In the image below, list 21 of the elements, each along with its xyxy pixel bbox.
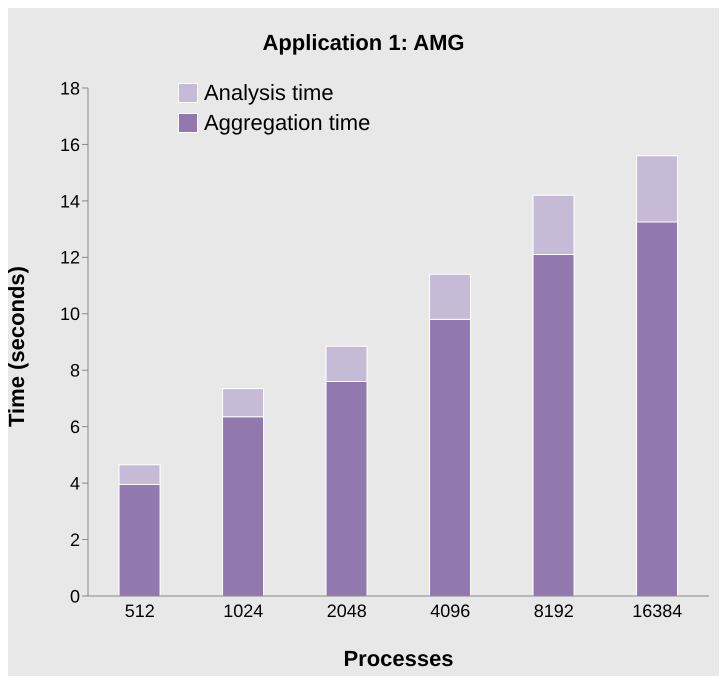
y-tick-label: 10 [60, 304, 80, 324]
x-tick-label: 4096 [430, 600, 470, 621]
y-tick-label: 0 [70, 586, 80, 606]
legend-label: Analysis time [204, 80, 334, 106]
y-axis-title: Time (seconds) [4, 266, 29, 427]
y-tick-label: 8 [70, 360, 80, 381]
y-tick-label: 2 [70, 530, 80, 550]
x-tick-label: 16384 [632, 600, 682, 621]
y-tick-label: 6 [70, 417, 80, 438]
x-tick-label: 2048 [326, 600, 367, 621]
legend-label: Aggregation time [204, 110, 370, 136]
x-tick-label: 1024 [223, 600, 264, 621]
x-tick-label: 8192 [534, 600, 574, 621]
y-tick-label: 4 [70, 474, 80, 494]
y-tick-label: 14 [60, 191, 80, 212]
y-tick-label: 16 [60, 134, 80, 155]
chart-title: Application 1: AMG [261, 29, 466, 57]
y-tick-label: 18 [60, 78, 80, 98]
x-axis-title: Processes [343, 646, 454, 671]
y-tick-label: 12 [60, 248, 80, 268]
x-tick-label: 512 [124, 600, 155, 621]
